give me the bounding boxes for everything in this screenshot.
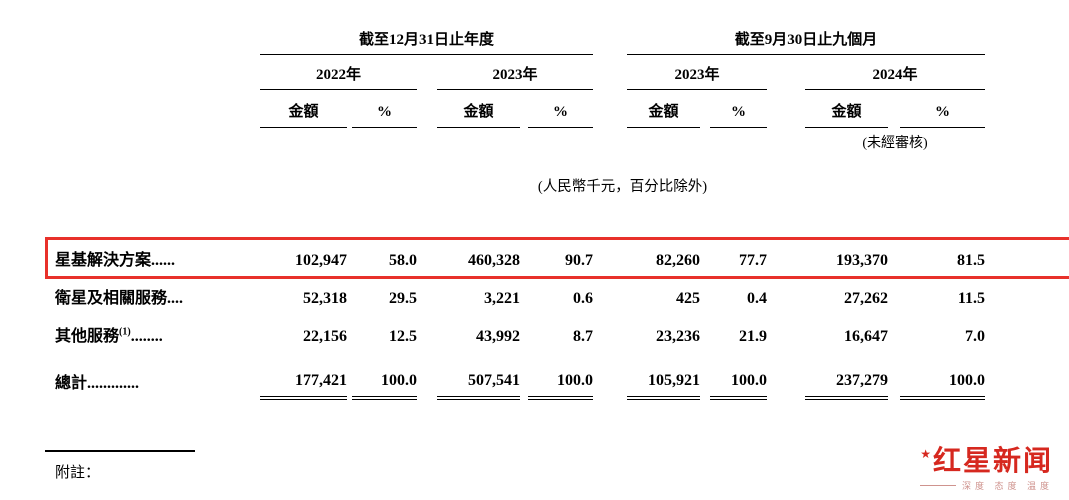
- currency-note: (人民幣千元，百分比除外): [537, 179, 708, 195]
- footnote-marker: (1): [119, 326, 131, 338]
- year-header-2023: 2023年: [437, 63, 593, 90]
- value-cell: 460,328: [468, 252, 520, 269]
- value-cell: 81.5: [957, 252, 985, 269]
- value-cell: 27,262: [844, 290, 888, 307]
- total-cell: 177,421: [260, 372, 347, 400]
- unaudited-row: (未經審核): [55, 128, 1069, 154]
- year-header-2023-9m: 2023年: [627, 63, 767, 90]
- footnote-label: 附註：: [55, 465, 101, 481]
- period-header-nine-months: 截至9月30日止九個月: [627, 28, 985, 55]
- value-cell: 8.7: [573, 328, 593, 345]
- value-cell: 11.5: [957, 290, 985, 307]
- value-cell: 102,947: [295, 252, 347, 269]
- table-row-satellite-services: 衛星及相關服務.... 52,318 29.5 3,221 0.6 425 0.…: [55, 278, 1069, 316]
- row-label-text: 星基解決方案: [55, 252, 152, 269]
- table-row-other-services: 其他服務(1)........ 22,156 12.5 43,992 8.7 2…: [55, 316, 1069, 354]
- amount-header: 金額: [805, 100, 888, 128]
- footnote-section: 附註：: [45, 450, 1069, 482]
- amount-header: 金額: [260, 100, 347, 128]
- value-cell: 193,370: [836, 252, 888, 269]
- value-cell: 21.9: [739, 328, 767, 345]
- table-row-total: 總計............. 177,421 100.0 507,541 10…: [55, 354, 1069, 400]
- subheader-row: 金額 % 金額 % 金額 % 金額 %: [55, 90, 1069, 128]
- value-cell: 43,992: [476, 328, 520, 345]
- logo-main: ★ 红星新闻: [920, 446, 1053, 476]
- year-header-row: 2022年 2023年 2023年 2024年: [55, 55, 1069, 90]
- table-row-satellite-solutions: 星基解決方案...... 102,947 58.0 460,328 90.7 8…: [45, 237, 1069, 279]
- value-cell: 52,318: [303, 290, 347, 307]
- value-cell: 0.6: [573, 290, 593, 307]
- year-header-2022: 2022年: [260, 63, 417, 90]
- tagline-rule: [919, 485, 956, 486]
- value-cell: 0.4: [747, 290, 767, 307]
- total-cell: 100.0: [900, 372, 985, 400]
- row-label-text: 衛星及相關服務: [55, 290, 168, 307]
- leader-dots: ........: [130, 328, 163, 345]
- footnote-divider: [45, 450, 195, 452]
- tagline-text: 深度 态度 温度: [961, 481, 1053, 491]
- row-label: 衛星及相關服務....: [55, 284, 260, 316]
- amount-header: 金額: [627, 100, 700, 128]
- star-icon: ★: [920, 447, 931, 461]
- row-label-text: 總計: [55, 375, 88, 392]
- percent-header: %: [710, 104, 767, 128]
- value-cell: 82,260: [656, 252, 700, 269]
- value-cell: 90.7: [565, 252, 593, 269]
- row-label-text: 其他服務: [55, 328, 120, 345]
- total-cell: 100.0: [528, 372, 593, 400]
- value-cell: 22,156: [303, 328, 347, 345]
- period-header-annual: 截至12月31日止年度: [260, 28, 593, 55]
- percent-header: %: [528, 104, 593, 128]
- period-group-header-row: 截至12月31日止年度 截至9月30日止九個月: [55, 22, 1069, 55]
- value-cell: 77.7: [739, 252, 767, 269]
- unaudited-note: (未經審核): [862, 136, 928, 151]
- percent-header: %: [352, 104, 417, 128]
- value-cell: 23,236: [656, 328, 700, 345]
- logo-title: 红星新闻: [932, 445, 1053, 476]
- value-cell: 29.5: [389, 290, 417, 307]
- total-cell: 105,921: [627, 372, 700, 400]
- leader-dots: .............: [87, 375, 140, 392]
- total-cell: 100.0: [352, 372, 417, 400]
- value-cell: 16,647: [844, 328, 888, 345]
- value-cell: 7.0: [965, 328, 985, 345]
- year-header-2024: 2024年: [805, 63, 985, 90]
- leader-dots: ....: [167, 290, 184, 307]
- revenue-breakdown-table: 截至12月31日止年度 截至9月30日止九個月 2022年 2023年 2023…: [45, 22, 1069, 482]
- amount-header: 金額: [437, 100, 520, 128]
- value-cell: 425: [676, 290, 700, 307]
- redstar-news-watermark: ★ 红星新闻 深度 态度 温度: [919, 446, 1053, 492]
- value-cell: 12.5: [389, 328, 417, 345]
- percent-header: %: [900, 104, 985, 128]
- total-cell: 507,541: [437, 372, 520, 400]
- row-label: 總計.............: [55, 369, 260, 400]
- row-label: 其他服務(1)........: [55, 322, 260, 354]
- total-cell: 100.0: [710, 372, 767, 400]
- logo-tagline: 深度 态度 温度: [919, 479, 1053, 492]
- row-label: 星基解決方案......: [55, 246, 260, 278]
- total-cell: 237,279: [805, 372, 888, 400]
- currency-note-row: (人民幣千元，百分比除外): [55, 154, 1069, 198]
- value-cell: 58.0: [389, 252, 417, 269]
- leader-dots: ......: [151, 252, 176, 269]
- value-cell: 3,221: [484, 290, 520, 307]
